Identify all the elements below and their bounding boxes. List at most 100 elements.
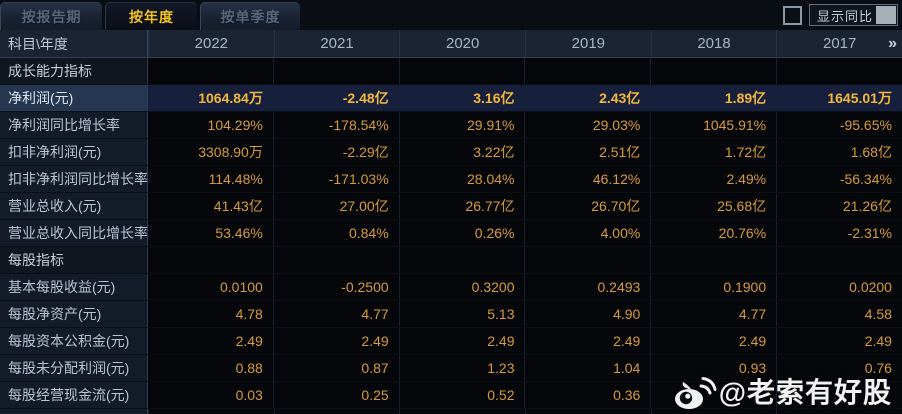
value-cell: 0.26%	[398, 220, 525, 246]
year-column-header: 2017 »	[776, 30, 902, 57]
value-cell: 1.72亿	[650, 139, 777, 165]
value-cell: 4.78	[148, 301, 273, 327]
value-cell: 1064.84万	[148, 85, 273, 111]
table-row[interactable]: 成长能力指标	[0, 58, 902, 85]
value-cell: 3308.90万	[148, 139, 273, 165]
value-cell	[524, 247, 651, 273]
value-cell	[524, 58, 651, 84]
value-cell: 0.3200	[398, 274, 525, 300]
table-row[interactable]: 每股净资产(元) 4.78 4.77 5.13 4.90 4.77 4.58	[0, 301, 902, 328]
value-cell: 0.0200	[776, 274, 902, 300]
value-cell: 2.49	[272, 328, 399, 354]
value-cell: -2.29亿	[272, 139, 399, 165]
row-label: 基本每股收益(元)	[0, 274, 148, 300]
value-cell: 2.43亿	[524, 85, 651, 111]
row-label: 净利润(元)	[0, 85, 148, 111]
value-cell: 2.49	[398, 328, 525, 354]
row-label: 每股资本公积金(元)	[0, 328, 148, 354]
value-cell: 5.13	[398, 301, 525, 327]
value-cell: 46.12%	[524, 166, 651, 192]
value-cell	[776, 247, 902, 273]
table-row[interactable]: 每股未分配利润(元) 0.88 0.87 1.23 1.04 0.93 0.76	[0, 355, 902, 382]
value-cell: 20.76%	[650, 220, 777, 246]
value-cell: -178.54%	[272, 112, 399, 138]
table-row[interactable]: 营业总收入同比增长率 53.46% 0.84% 0.26% 4.00% 20.76% -2.…	[0, 220, 902, 247]
value-cell: 4.77	[272, 301, 399, 327]
tab-quarterly[interactable]: 按单季度	[200, 2, 300, 30]
value-cell: 0.76	[776, 355, 902, 381]
value-cell: 2.49	[524, 328, 651, 354]
value-cell: 0.1900	[650, 274, 777, 300]
show-yoy-label: 显示同比	[816, 8, 873, 24]
value-cell: 104.29%	[148, 112, 273, 138]
value-cell: 0.0100	[148, 274, 273, 300]
table-row[interactable]: 净利润同比增长率 104.29% -178.54% 29.91% 29.03% 1045.…	[0, 112, 902, 139]
value-cell: 0.36	[524, 382, 651, 408]
year-column-header: 2020	[399, 30, 525, 57]
more-years-chevron-icon[interactable]: »	[888, 35, 898, 52]
table-row[interactable]: 扣非净利润同比增长率 114.48% -171.03% 28.04% 46.12% 2.4…	[0, 166, 902, 193]
value-cell: 28.04%	[398, 166, 525, 192]
year-column-header: 2019	[525, 30, 651, 57]
show-yoy-toggle[interactable]: 显示同比	[808, 4, 898, 26]
value-cell: -0.2500	[272, 274, 399, 300]
value-cell: 53.46%	[148, 220, 273, 246]
value-cell: 0.88	[148, 355, 273, 381]
value-cell: 0.93	[650, 355, 777, 381]
value-cell: 2.49	[148, 328, 273, 354]
value-cell: 2.49%	[650, 166, 777, 192]
value-cell: 21.26亿	[776, 193, 902, 219]
tab-bar: 按报告期 按年度 按单季度 显示同比	[0, 0, 902, 30]
table-row[interactable]: 基本每股收益(元) 0.0100 -0.2500 0.3200 0.2493 0.1900…	[0, 274, 902, 301]
section-header-label: 每股指标	[0, 247, 148, 273]
table-row[interactable]: 扣非净利润(元) 3308.90万 -2.29亿 3.22亿 2.51亿 1.72亿 1.6…	[0, 139, 902, 166]
value-cell: -2.31%	[776, 220, 902, 246]
value-cell	[148, 247, 273, 273]
tab-annual[interactable]: 按年度	[105, 2, 197, 30]
value-cell: 26.77亿	[398, 193, 525, 219]
show-yoy-thumb	[876, 6, 896, 24]
value-cell: 0.84%	[272, 220, 399, 246]
show-yoy-checkbox[interactable]	[782, 5, 802, 25]
tab-report-period[interactable]: 按报告期	[0, 2, 102, 30]
value-cell: 4.90	[524, 301, 651, 327]
value-cell: -95.65%	[776, 112, 902, 138]
value-cell	[272, 58, 399, 84]
value-cell	[272, 247, 399, 273]
table-row[interactable]: 每股指标	[0, 247, 902, 274]
value-cell: 27.00亿	[272, 193, 399, 219]
value-cell: 2.51亿	[524, 139, 651, 165]
table-row[interactable]: 每股经营现金流(元) 0.03 0.25 0.52 0.36	[0, 382, 902, 409]
value-cell	[148, 58, 273, 84]
row-label: 扣非净利润同比增长率	[0, 166, 148, 192]
value-cell: 1045.91%	[650, 112, 777, 138]
table-row[interactable]: 每股资本公积金(元) 2.49 2.49 2.49 2.49 2.49 2.49	[0, 328, 902, 355]
row-label: 净利润同比增长率	[0, 112, 148, 138]
corner-header: 科目\年度	[0, 30, 148, 57]
row-label: 每股未分配利润(元)	[0, 355, 148, 381]
value-cell	[776, 58, 902, 84]
table-header: 科目\年度 2022 2021 2020 2019 2018 2017 »	[0, 30, 902, 58]
value-cell: 114.48%	[148, 166, 273, 192]
row-label: 营业总收入同比增长率	[0, 220, 148, 246]
row-label: 营业总收入(元)	[0, 193, 148, 219]
partial-row	[0, 409, 902, 414]
value-cell: -2.48亿	[272, 85, 399, 111]
value-cell: 26.70亿	[524, 193, 651, 219]
year-column-header: 2018	[650, 30, 777, 57]
value-cell: 3.16亿	[398, 85, 525, 111]
value-cell: 4.77	[650, 301, 777, 327]
table-row[interactable]: 净利润(元) 1064.84万 -2.48亿 3.16亿 2.43亿 1.89亿 1645.…	[0, 85, 902, 112]
value-cell: -56.34%	[776, 166, 902, 192]
table-row[interactable]: 营业总收入(元) 41.43亿 27.00亿 26.77亿 26.70亿 25.68亿 21…	[0, 193, 902, 220]
value-cell: -171.03%	[272, 166, 399, 192]
value-cell: 2.49	[776, 328, 902, 354]
value-cell: 1645.01万	[776, 85, 902, 111]
value-cell: 1.89亿	[650, 85, 777, 111]
value-cell	[650, 58, 777, 84]
year-column-header: 2022	[148, 30, 274, 57]
value-cell: 1.23	[398, 355, 525, 381]
show-yoy-control: 显示同比	[782, 3, 898, 27]
year-column-header: 2021	[273, 30, 400, 57]
